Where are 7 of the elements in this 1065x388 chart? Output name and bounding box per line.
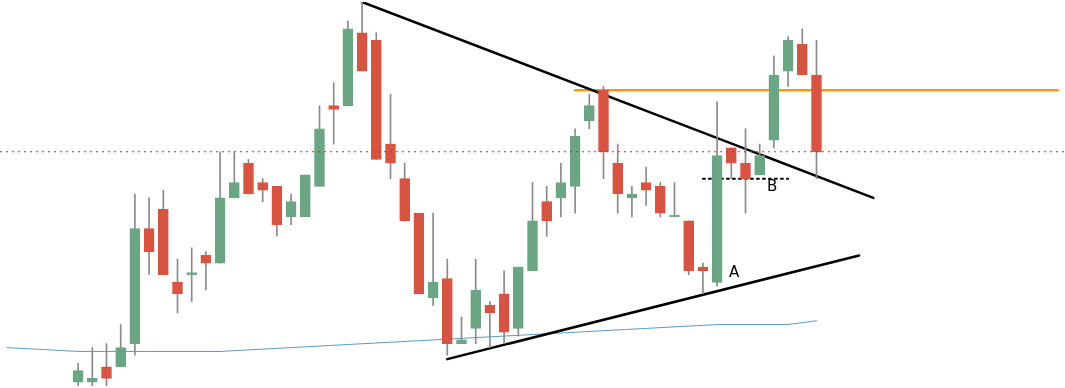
annotation: A	[729, 262, 741, 281]
candlestick	[328, 82, 340, 145]
candlestick	[413, 212, 425, 295]
candlestick	[186, 247, 198, 302]
candlestick	[299, 174, 311, 218]
candlestick	[427, 212, 439, 306]
series-label: B	[766, 177, 778, 196]
